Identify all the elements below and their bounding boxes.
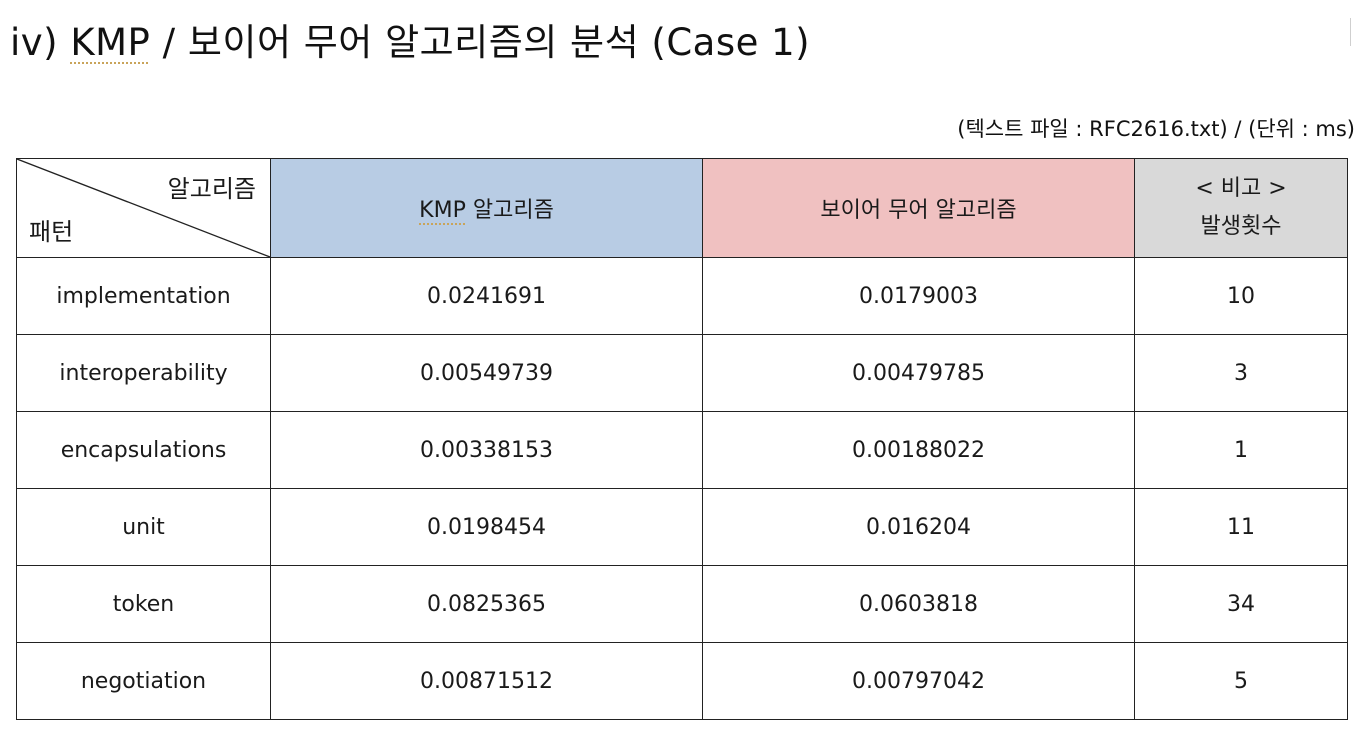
kmp-time-cell: 0.0241691 [270, 257, 703, 335]
pattern-cell: interoperability [16, 334, 271, 412]
count-cell: 11 [1134, 488, 1348, 566]
pattern-cell: negotiation [16, 642, 271, 720]
kmp-time-cell: 0.0825365 [270, 565, 703, 643]
header-pattern-label: 패턴 [29, 218, 74, 246]
bm-time-cell: 0.00479785 [702, 334, 1135, 412]
kmp-time-cell: 0.00549739 [270, 334, 703, 412]
page-title: iv) KMP / 보이어 무어 알고리즘의 분석 (Case 1) [10, 12, 810, 66]
pattern-cell: implementation [16, 257, 271, 335]
diagonal-divider-line [17, 159, 270, 257]
diagonal-header-cell: 알고리즘 패턴 [16, 158, 271, 258]
kmp-time-cell: 0.00338153 [270, 411, 703, 489]
table-header-row: 알고리즘 패턴 KMP 알고리즘 보이어 무어 알고리즘 < 비고 > 발생횟수 [16, 158, 1348, 258]
header-note-title: < 비고 > [1195, 176, 1287, 201]
table-row: implementation 0.0241691 0.0179003 10 [16, 257, 1348, 335]
title-prefix: iv) [10, 21, 71, 64]
table-row: encapsulations 0.00338153 0.00188022 1 [16, 411, 1348, 489]
bm-time-cell: 0.0603818 [702, 565, 1135, 643]
bm-time-cell: 0.0179003 [702, 257, 1135, 335]
bm-time-cell: 0.00188022 [702, 411, 1135, 489]
bm-time-cell: 0.016204 [702, 488, 1135, 566]
header-algorithm-label: 알고리즘 [167, 175, 256, 203]
header-kmp-prefix: KMP [419, 198, 466, 223]
page-edge-divider [1350, 18, 1351, 46]
count-cell: 3 [1134, 334, 1348, 412]
table-row: negotiation 0.00871512 0.00797042 5 [16, 642, 1348, 720]
header-note-count: 발생횟수 [1200, 214, 1282, 239]
kmp-time-cell: 0.00871512 [270, 642, 703, 720]
count-cell: 10 [1134, 257, 1348, 335]
results-table: 알고리즘 패턴 KMP 알고리즘 보이어 무어 알고리즘 < 비고 > 발생횟수… [16, 158, 1348, 720]
title-kmp: KMP [70, 21, 151, 64]
pattern-cell: unit [16, 488, 271, 566]
header-kmp-suffix: 알고리즘 [465, 198, 554, 223]
table-row: unit 0.0198454 0.016204 11 [16, 488, 1348, 566]
count-cell: 1 [1134, 411, 1348, 489]
bm-time-cell: 0.00797042 [702, 642, 1135, 720]
pattern-cell: token [16, 565, 271, 643]
title-rest: / 보이어 무어 알고리즘의 분석 (Case 1) [150, 21, 811, 64]
count-cell: 5 [1134, 642, 1348, 720]
header-boyer-moore: 보이어 무어 알고리즘 [702, 158, 1135, 258]
table-row: token 0.0825365 0.0603818 34 [16, 565, 1348, 643]
subtitle-file-unit: (텍스트 파일 : RFC2616.txt) / (단위 : ms) [957, 117, 1355, 141]
table-row: interoperability 0.00549739 0.00479785 3 [16, 334, 1348, 412]
pattern-cell: encapsulations [16, 411, 271, 489]
count-cell: 34 [1134, 565, 1348, 643]
header-kmp: KMP 알고리즘 [270, 158, 703, 258]
header-note: < 비고 > 발생횟수 [1134, 158, 1348, 258]
kmp-time-cell: 0.0198454 [270, 488, 703, 566]
